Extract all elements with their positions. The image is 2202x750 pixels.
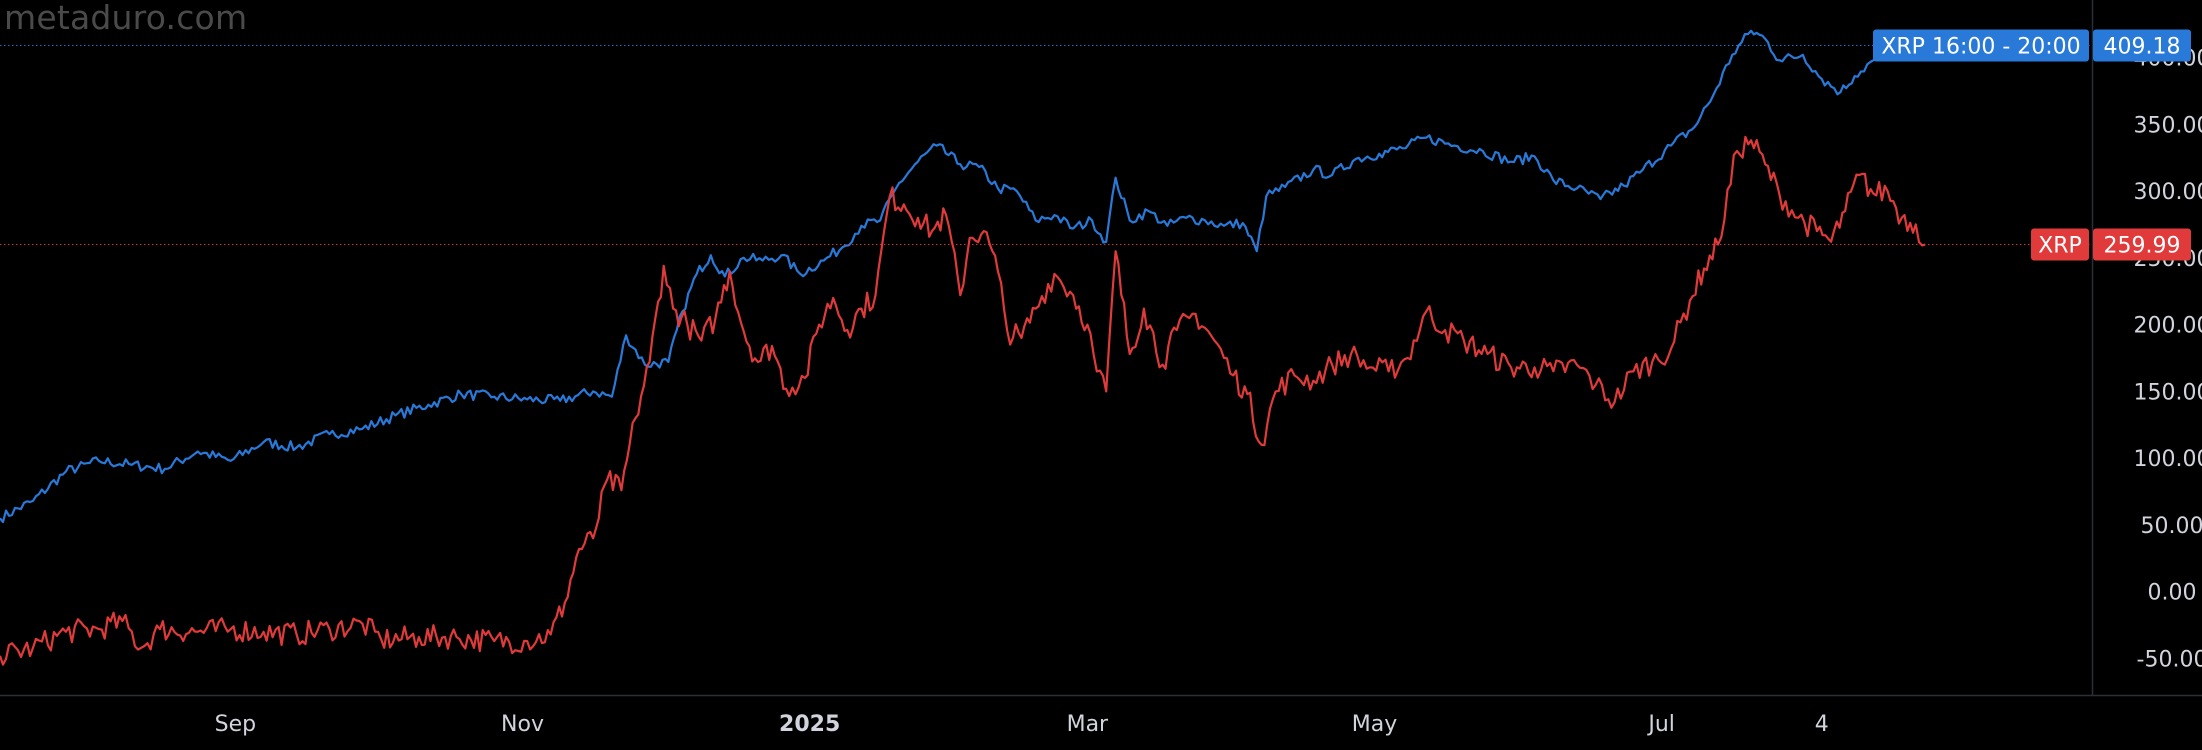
y-tick-label: 100.00 xyxy=(2134,447,2202,472)
series-name-tag xyxy=(2031,228,2089,261)
x-tick-label: Jul xyxy=(1646,712,1675,737)
y-tick-label: 50.00 xyxy=(2141,514,2202,539)
y-tick-label: -50.00 xyxy=(2137,648,2202,673)
series-layer xyxy=(0,29,2092,666)
x-tick-label: Nov xyxy=(501,712,544,737)
x-tick-label: May xyxy=(1352,712,1397,737)
x-axis: Sep Nov 2025 Mar May Jul 4 xyxy=(215,712,1829,737)
last-value-tag-label: 409.18 xyxy=(2104,34,2181,59)
y-axis: -50.000.0050.00100.00150.00200.00250.003… xyxy=(2134,47,2202,673)
series-line-xrp-16-20 xyxy=(0,29,1927,524)
x-tick-label: 4 xyxy=(1815,712,1829,737)
x-tick-label: 2025 xyxy=(779,712,840,737)
series-name-tag-label: XRP xyxy=(2038,233,2082,258)
price-tags: XRP 16:00 - 20:00 409.18 XRP 259.99 xyxy=(1873,29,2191,261)
y-tick-label: 300.00 xyxy=(2134,180,2202,205)
last-value-tag-label: 259.99 xyxy=(2104,233,2181,258)
last-value-tag xyxy=(2093,29,2191,62)
y-tick-label: 200.00 xyxy=(2134,314,2202,339)
y-tick-label: 150.00 xyxy=(2134,380,2202,405)
y-tick-label: 350.00 xyxy=(2134,113,2202,138)
y-tick-label: 0.00 xyxy=(2148,581,2197,606)
series-name-tag xyxy=(1873,29,2089,62)
watermark: metaduro.com xyxy=(4,0,248,37)
x-tick-label: Mar xyxy=(1067,712,1109,737)
series-name-tag-label: XRP 16:00 - 20:00 xyxy=(1881,34,2080,59)
series-line-xrp xyxy=(0,135,1926,666)
axes xyxy=(0,0,2202,697)
last-value-tag xyxy=(2093,228,2191,261)
x-tick-label: Sep xyxy=(215,712,256,737)
